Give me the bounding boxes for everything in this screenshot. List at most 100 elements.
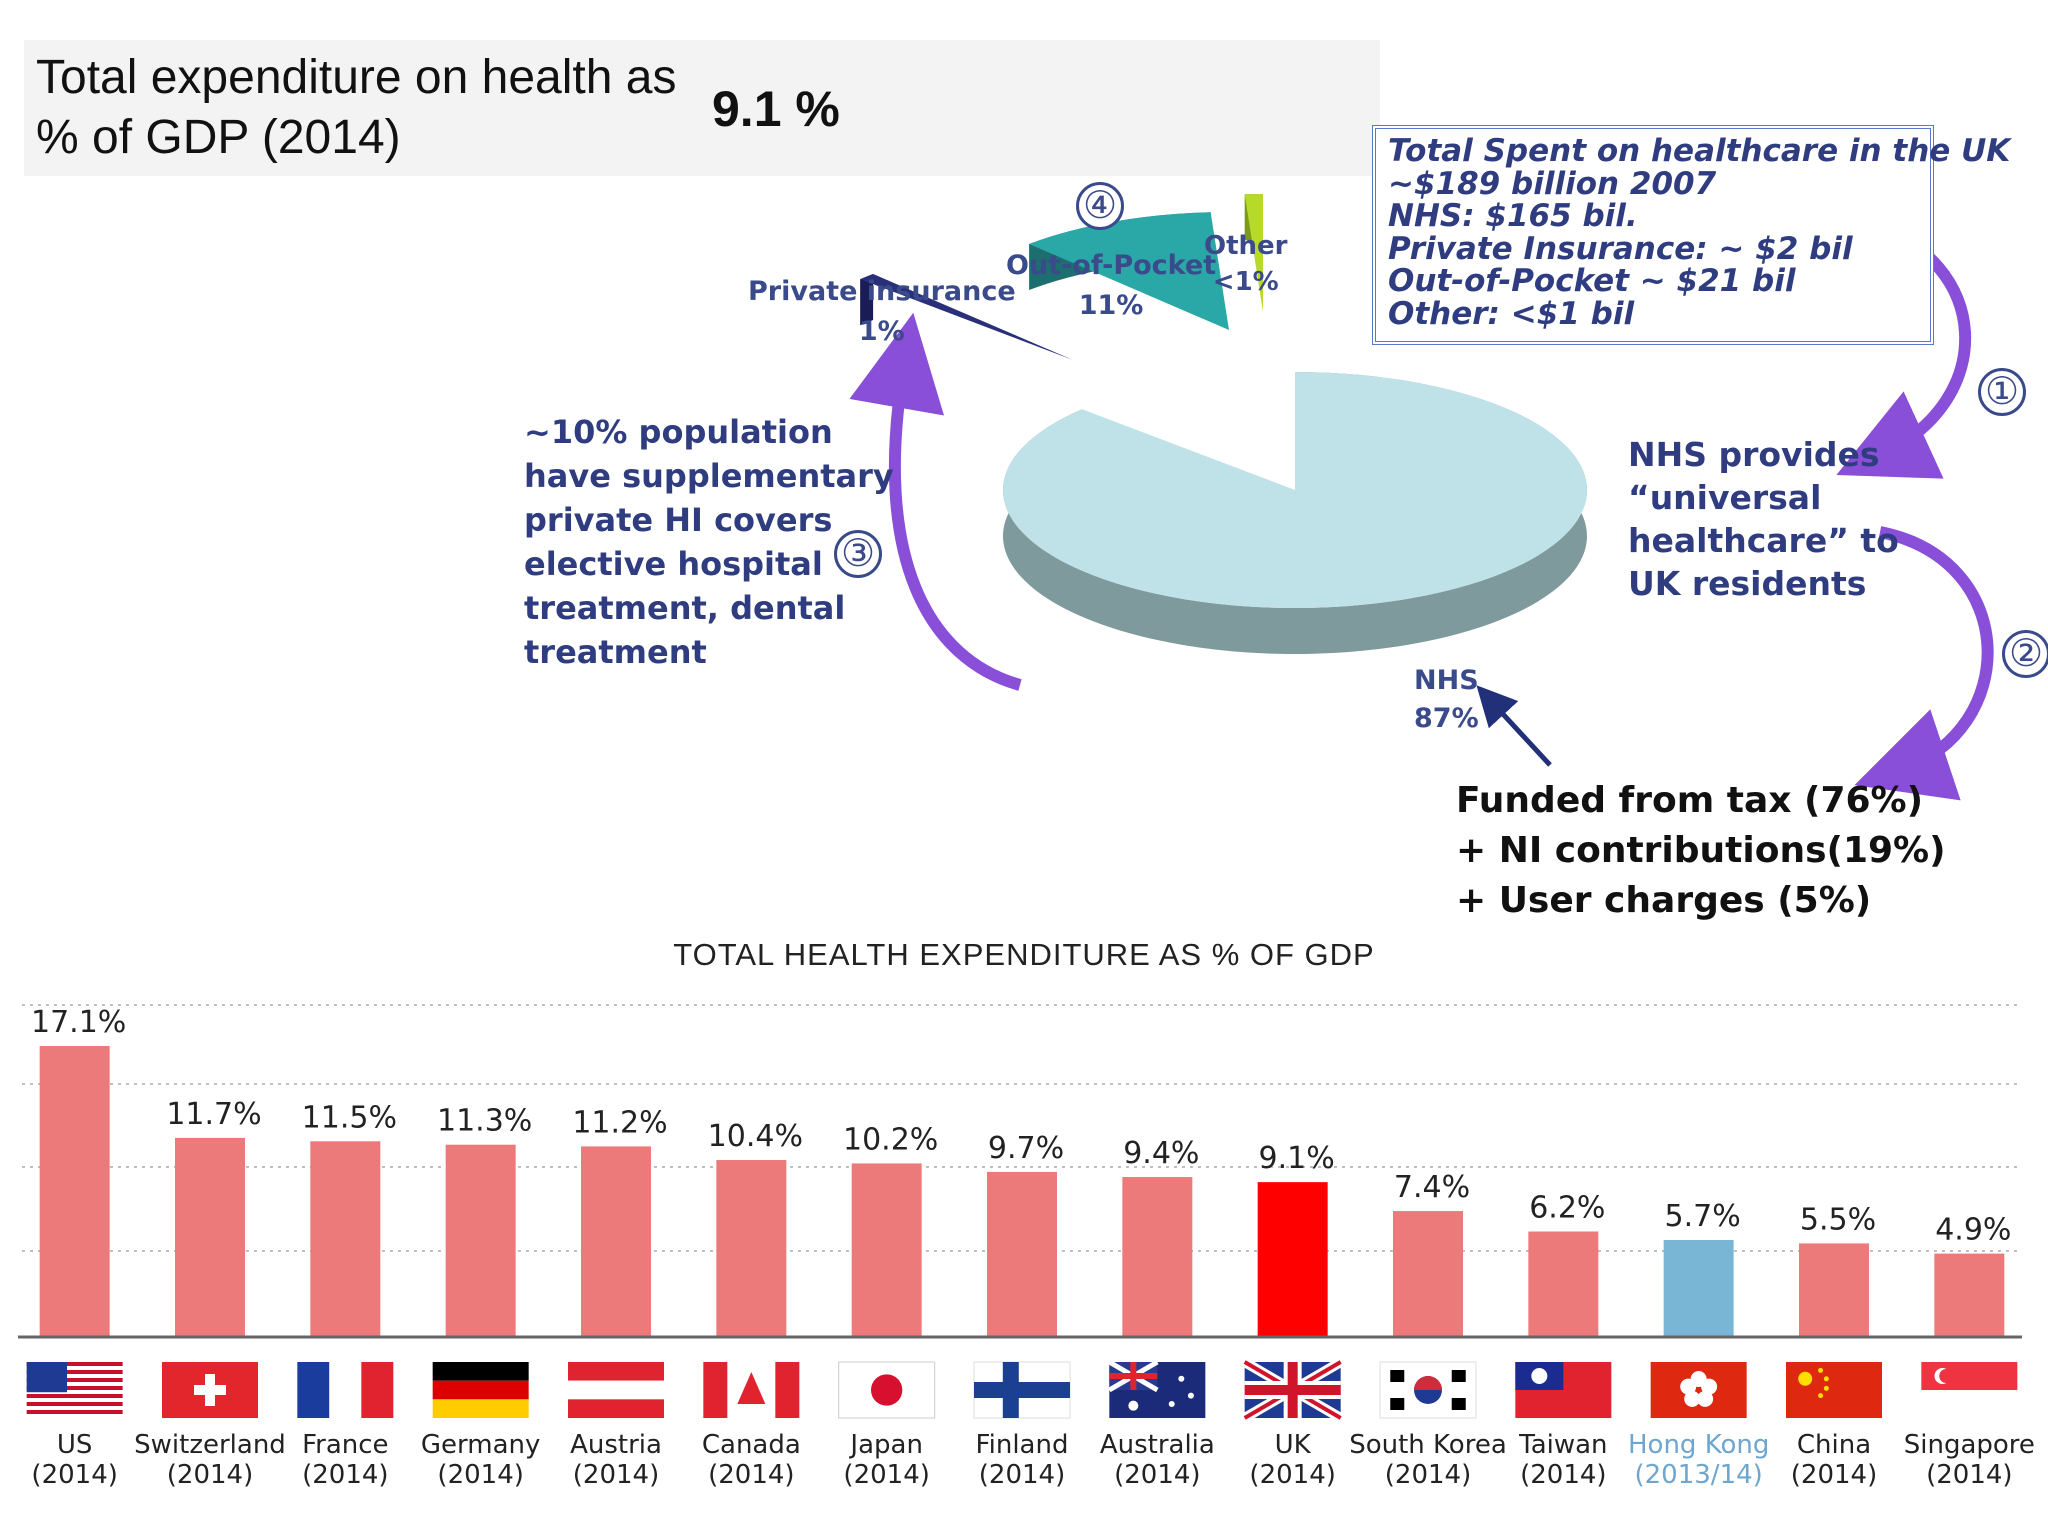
- x-tick-label-country: Canada: [702, 1430, 801, 1460]
- info-line: Total Spent on healthcare in the UK: [1388, 133, 2011, 169]
- pie-label-nhs: NHS 87%: [1414, 662, 1479, 738]
- bar-japan: [851, 1163, 922, 1337]
- x-tick-label-year: (2014): [302, 1460, 388, 1490]
- nhs-line: NHS provides: [1628, 435, 1880, 474]
- nhs-provides-note: NHS provides “universal healthcare” to U…: [1628, 433, 1899, 605]
- x-tick-label-year: (2014): [1791, 1460, 1877, 1490]
- x-tick-label-year: (2014): [708, 1460, 794, 1490]
- bar-data-label: 10.4%: [708, 1119, 803, 1154]
- pie-label-pct: 87%: [1414, 703, 1479, 734]
- arrow-2-icon: [1854, 526, 1994, 801]
- pie-label-text: NHS: [1414, 665, 1479, 696]
- taiwan-flag-icon: [1515, 1362, 1612, 1418]
- x-tick-label-year: (2014): [1520, 1460, 1606, 1490]
- arrow-3-icon: [849, 312, 1022, 691]
- bar-china: [1799, 1243, 1869, 1337]
- callout-number-4: ④: [1076, 182, 1124, 230]
- bar-data-label: 5.5%: [1800, 1202, 1876, 1237]
- bar-data-label: 11.2%: [572, 1105, 667, 1140]
- pie-slice-side-private-insurance: [860, 273, 874, 326]
- x-tick-label-year: (2014): [437, 1460, 523, 1490]
- bar-canada: [716, 1160, 787, 1337]
- bar-hong-kong: [1663, 1240, 1734, 1337]
- info-line: ~$189 billion 2007: [1388, 165, 1717, 202]
- switzerland-flag-icon: [162, 1362, 258, 1418]
- bar-data-label: 11.3%: [437, 1104, 532, 1139]
- us-flag-icon: [26, 1362, 123, 1418]
- callout-number-3: ③: [834, 530, 882, 578]
- note-line: have supplementary: [524, 457, 894, 495]
- bar-data-label: 17.1%: [31, 1005, 126, 1040]
- australia-flag-icon: [1108, 1359, 1206, 1418]
- bar-singapore: [1934, 1253, 2005, 1337]
- china-flag-icon: [1786, 1362, 1882, 1418]
- header-label: Total expenditure on health as % of GDP …: [36, 51, 677, 164]
- x-tick-label-country: Hong Kong: [1628, 1430, 1769, 1460]
- x-tick-label-country: Switzerland: [134, 1430, 286, 1460]
- bar-germany: [445, 1144, 516, 1337]
- funding-line: Funded from tax (76%): [1456, 780, 1924, 821]
- bar-data-label: 4.9%: [1935, 1213, 2011, 1248]
- x-tick-label-country: Germany: [421, 1430, 541, 1460]
- x-tick-label-country: South Korea: [1349, 1430, 1507, 1460]
- x-tick-label-country: Austria: [570, 1430, 662, 1460]
- bar-data-label: 7.4%: [1394, 1170, 1470, 1205]
- note-line: private HI covers: [524, 501, 833, 539]
- x-tick-label-country: China: [1797, 1430, 1871, 1460]
- pie-label-pct: <1%: [1212, 267, 1279, 297]
- note-line: ~10% population: [524, 413, 833, 451]
- nhs-line: “universal: [1628, 478, 1822, 517]
- x-tick-label-country: Finland: [976, 1430, 1069, 1460]
- header-box: Total expenditure on health as % of GDP …: [24, 40, 1380, 176]
- bar-taiwan: [1528, 1231, 1599, 1337]
- x-tick-label-year: (2014): [167, 1460, 253, 1490]
- bar-data-label: 6.2%: [1529, 1190, 1605, 1225]
- bar-data-label: 9.4%: [1123, 1136, 1199, 1171]
- pie-label-text: Other: [1204, 231, 1288, 261]
- x-tick-label-year: (2014): [979, 1460, 1065, 1490]
- note-line: elective hospital: [524, 545, 823, 583]
- info-line: Private Insurance: ~ $2 bil: [1388, 230, 1853, 267]
- x-tick-label-year: (2014): [843, 1460, 929, 1490]
- bar-austria: [581, 1146, 651, 1337]
- bar-south-korea: [1393, 1211, 1463, 1337]
- note-line: treatment: [524, 633, 707, 671]
- x-tick-label-country: US: [57, 1430, 93, 1460]
- france-flag-icon: [297, 1362, 394, 1418]
- bar-data-label: 9.7%: [988, 1131, 1064, 1166]
- south-korea-flag-icon: [1379, 1361, 1477, 1419]
- info-line: Out-of-Pocket ~ $21 bil: [1388, 263, 1796, 299]
- bar-data-label: 10.2%: [843, 1122, 938, 1157]
- chart-title: TOTAL HEALTH EXPENDITURE AS % OF GDP: [673, 937, 1375, 972]
- japan-flag-icon: [838, 1361, 936, 1419]
- bar-uk: [1257, 1182, 1328, 1337]
- pie-label-pct: 1%: [858, 316, 905, 347]
- bar-us: [39, 1046, 110, 1337]
- germany-flag-icon: [432, 1362, 529, 1418]
- x-tick-label-country: Singapore: [1904, 1430, 2035, 1460]
- nhs-pointer-arrow-icon: [1476, 685, 1552, 767]
- austria-flag-icon: [568, 1362, 664, 1418]
- nhs-line: healthcare” to: [1628, 521, 1899, 560]
- finland-flag-icon: [973, 1361, 1071, 1419]
- funding-note: Funded from tax (76%) + NI contributions…: [1456, 776, 1946, 926]
- pie-slice-out-of-pocket: [1029, 212, 1229, 330]
- info-line: NHS: $165 bil.: [1388, 198, 1638, 234]
- callout-number-2: ②: [2002, 630, 2048, 678]
- uk-flag-icon: [1242, 1357, 1344, 1423]
- bar-data-label: 11.7%: [166, 1097, 261, 1132]
- funding-line: + NI contributions(19%): [1456, 830, 1946, 871]
- callout-number-1: ①: [1978, 368, 2026, 416]
- pie-chart: [860, 194, 1587, 655]
- pie-label-text: Private insurance: [748, 276, 1016, 307]
- pie-slice-private-insurance: [860, 273, 1073, 360]
- pie-slice-other: [1244, 194, 1263, 312]
- x-tick-label-year: (2014): [1926, 1460, 2012, 1490]
- hong-kong-flag-icon: [1650, 1362, 1747, 1418]
- x-tick-label-country: France: [302, 1430, 388, 1460]
- bar-switzerland: [175, 1137, 245, 1337]
- bar-france: [310, 1141, 381, 1337]
- bar-australia: [1122, 1177, 1193, 1337]
- nhs-line: UK residents: [1628, 564, 1867, 603]
- x-tick-label-year: (2014): [1114, 1460, 1200, 1490]
